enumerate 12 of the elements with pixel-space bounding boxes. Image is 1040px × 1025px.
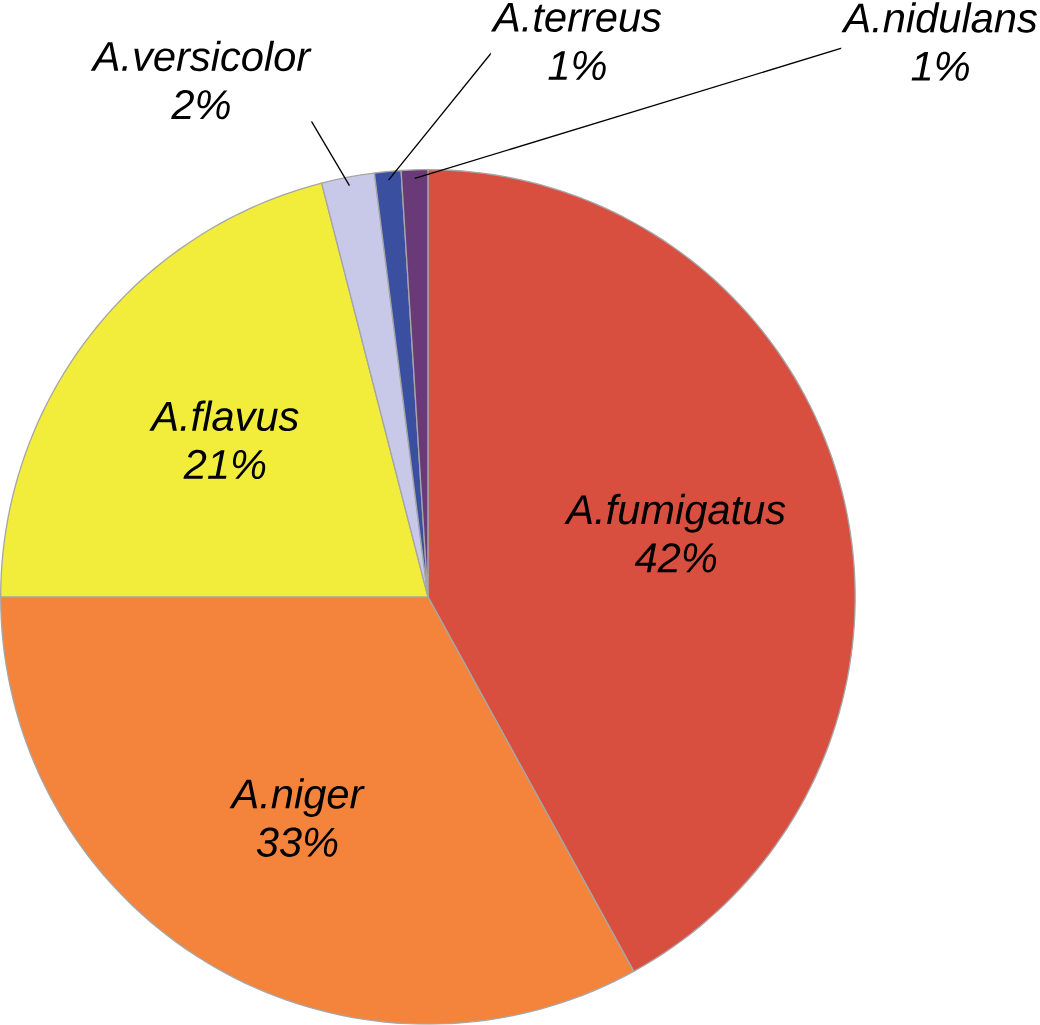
- slice-label: A.versicolor: [90, 40, 312, 72]
- slice-label: A.fumigatus: [564, 493, 786, 533]
- data-label: 33%: [256, 827, 338, 858]
- data-label: 1%: [548, 51, 606, 81]
- slice-label: A.terreus: [490, 3, 662, 33]
- data-label: 42%: [634, 543, 717, 573]
- slice-label: A.niger: [229, 778, 365, 818]
- data-label: 2%: [171, 90, 230, 120]
- data-label: 21%: [183, 449, 266, 480]
- slice-label: A.nidulans: [841, 2, 1037, 33]
- slice-label: A.flavus: [149, 400, 299, 432]
- data-label: 1%: [911, 51, 969, 81]
